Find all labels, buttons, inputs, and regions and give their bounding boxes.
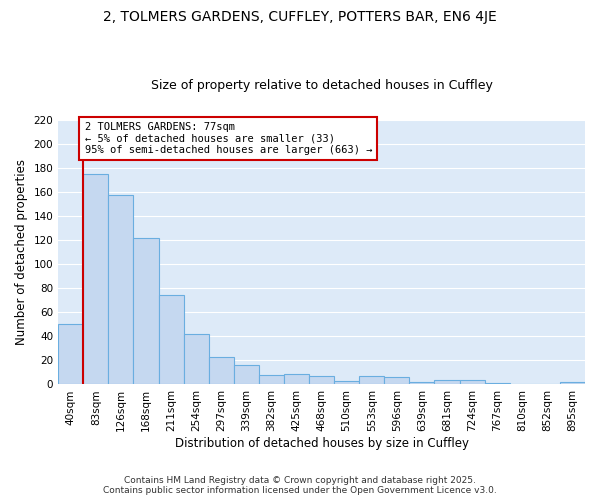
Title: Size of property relative to detached houses in Cuffley: Size of property relative to detached ho… [151, 79, 493, 92]
Bar [209, 357, 234, 384]
Bar [234, 365, 259, 384]
Bar [109, 196, 133, 384]
Bar [409, 382, 434, 384]
Bar [309, 376, 334, 384]
X-axis label: Distribution of detached houses by size in Cuffley: Distribution of detached houses by size … [175, 437, 469, 450]
Bar [83, 174, 109, 384]
Bar [334, 381, 359, 384]
Y-axis label: Number of detached properties: Number of detached properties [15, 159, 28, 345]
Bar [560, 382, 585, 384]
Bar [158, 296, 184, 384]
Bar [58, 324, 83, 384]
Bar [284, 374, 309, 384]
Bar [385, 377, 409, 384]
Text: Contains HM Land Registry data © Crown copyright and database right 2025.
Contai: Contains HM Land Registry data © Crown c… [103, 476, 497, 495]
Bar [460, 380, 485, 384]
Bar [184, 334, 209, 384]
Bar [133, 238, 158, 384]
Bar [434, 380, 460, 384]
Text: 2 TOLMERS GARDENS: 77sqm
← 5% of detached houses are smaller (33)
95% of semi-de: 2 TOLMERS GARDENS: 77sqm ← 5% of detache… [85, 122, 372, 155]
Bar [359, 376, 385, 384]
Bar [259, 375, 284, 384]
Text: 2, TOLMERS GARDENS, CUFFLEY, POTTERS BAR, EN6 4JE: 2, TOLMERS GARDENS, CUFFLEY, POTTERS BAR… [103, 10, 497, 24]
